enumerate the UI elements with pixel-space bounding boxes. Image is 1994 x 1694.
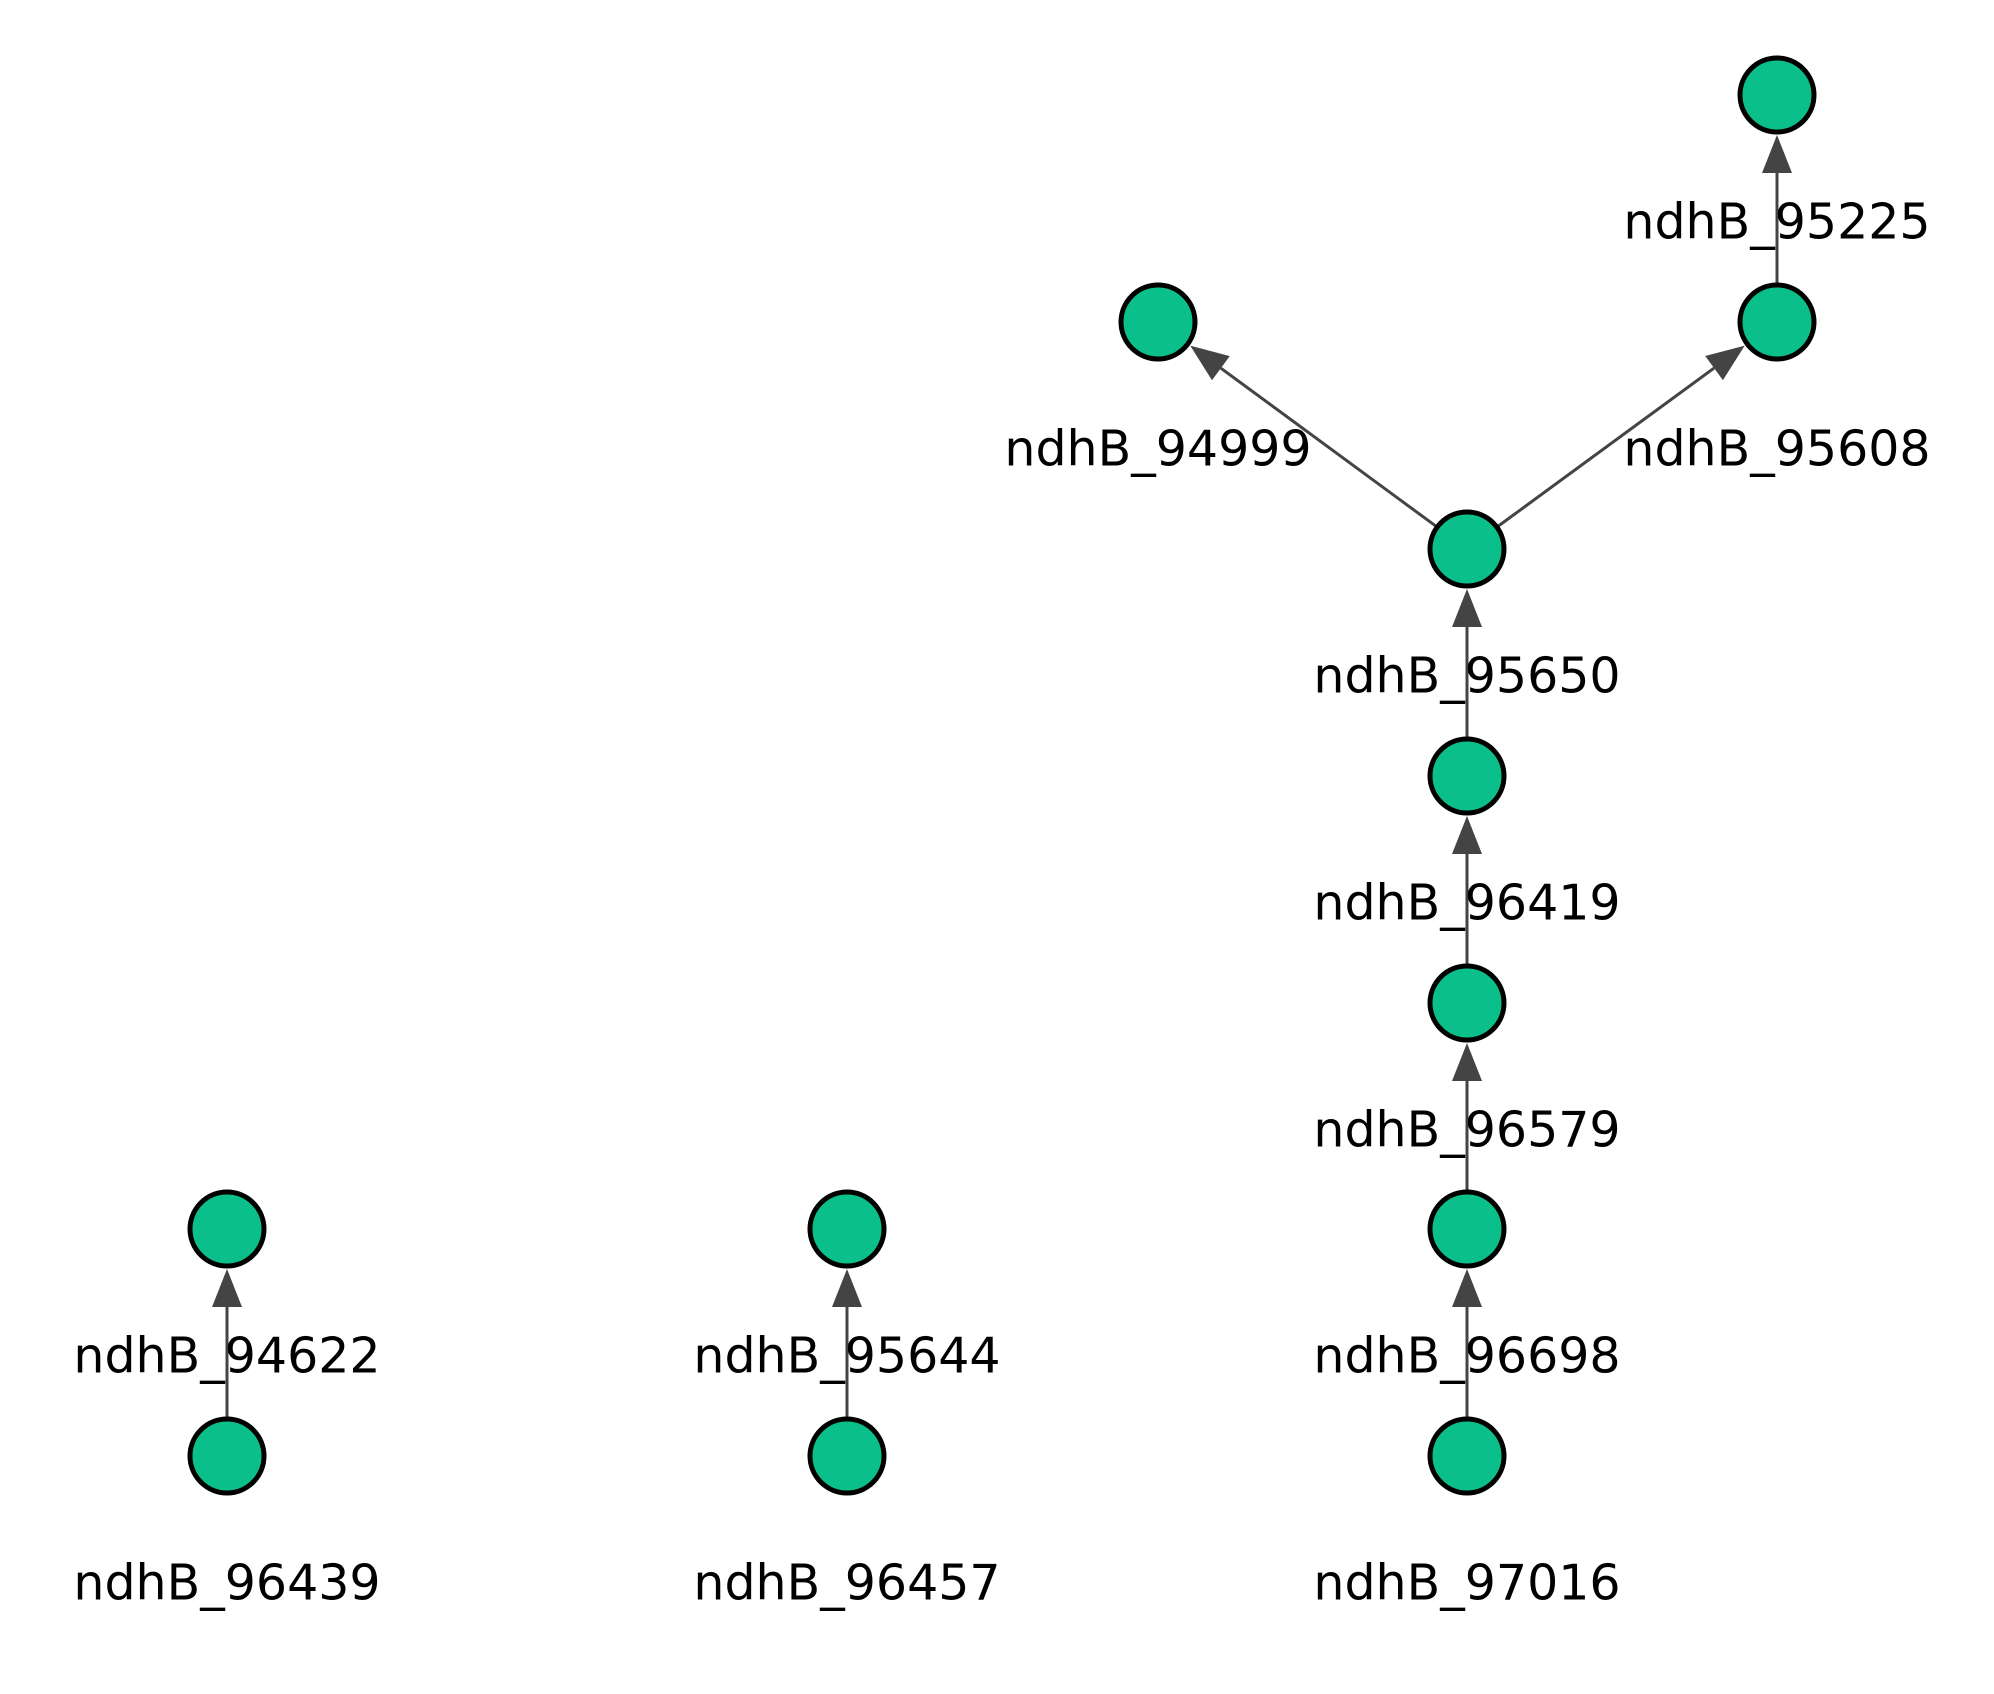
node-label-ndhb-94622: ndhB_94622	[73, 1328, 380, 1385]
edge-ndhb-96419-to-ndhb-95650	[1452, 589, 1482, 739]
arrowhead	[832, 1269, 862, 1307]
arrowhead	[1705, 345, 1745, 381]
node-label-ndhb-96457: ndhB_96457	[693, 1555, 1000, 1612]
node-label-ndhb-95225: ndhB_95225	[1623, 194, 1930, 251]
node-ndhb-95608[interactable]	[1737, 282, 1817, 362]
arrowhead	[212, 1269, 242, 1307]
labels-layer: ndhB_95225 ndhB_94999 ndhB_95608 ndhB_95650…	[73, 194, 1930, 1612]
node-label-ndhb-97016: ndhB_97016	[1313, 1555, 1620, 1612]
node-ndhb-95644[interactable]	[807, 1189, 887, 1269]
node-ndhb-96439[interactable]	[187, 1416, 267, 1496]
node-label-ndhb-96698: ndhB_96698	[1313, 1328, 1620, 1385]
edge-ndhb-96698-to-ndhb-96579	[1452, 1043, 1482, 1192]
node-label-ndhb-95650: ndhB_95650	[1313, 648, 1620, 705]
node-ndhb-96457[interactable]	[807, 1416, 887, 1496]
arrowhead	[1452, 1043, 1482, 1081]
node-ndhb-95650[interactable]	[1427, 509, 1507, 589]
node-ndhb-94622[interactable]	[187, 1189, 267, 1269]
arrowhead	[1762, 135, 1792, 173]
edges-layer	[212, 135, 1792, 1419]
node-label-ndhb-95608: ndhB_95608	[1623, 421, 1930, 478]
edge-ndhb-96579-to-ndhb-96419	[1452, 816, 1482, 966]
node-ndhb-95225[interactable]	[1737, 55, 1817, 135]
nodes-layer	[187, 55, 1817, 1496]
node-ndhb-94999[interactable]	[1118, 282, 1198, 362]
edge-ndhb-95650-to-ndhb-95608	[1495, 345, 1745, 529]
node-label-ndhb-94999: ndhB_94999	[1004, 421, 1311, 478]
node-label-ndhb-96439: ndhB_96439	[73, 1555, 380, 1612]
node-label-ndhb-96579: ndhB_96579	[1313, 1102, 1620, 1159]
node-ndhb-96419[interactable]	[1427, 736, 1507, 816]
node-ndhb-97016[interactable]	[1427, 1416, 1507, 1496]
edge-ndhb-95608-to-ndhb-95225	[1762, 135, 1792, 285]
arrowhead	[1452, 816, 1482, 854]
node-ndhb-96579[interactable]	[1427, 963, 1507, 1043]
node-label-ndhb-95644: ndhB_95644	[693, 1328, 1000, 1385]
edge-ndhb-97016-to-ndhb-96698	[1452, 1269, 1482, 1419]
node-label-ndhb-96419: ndhB_96419	[1313, 875, 1620, 932]
edge-line	[1495, 366, 1715, 529]
edge-ndhb-96457-to-ndhb-95644	[832, 1269, 862, 1419]
arrowhead	[1190, 345, 1230, 381]
edge-ndhb-96439-to-ndhb-94622	[212, 1269, 242, 1419]
edge-line	[1219, 366, 1439, 529]
edge-ndhb-95650-to-ndhb-94999	[1190, 345, 1439, 529]
arrowhead	[1452, 1269, 1482, 1307]
node-ndhb-96698[interactable]	[1427, 1189, 1507, 1269]
arrowhead	[1452, 589, 1482, 627]
